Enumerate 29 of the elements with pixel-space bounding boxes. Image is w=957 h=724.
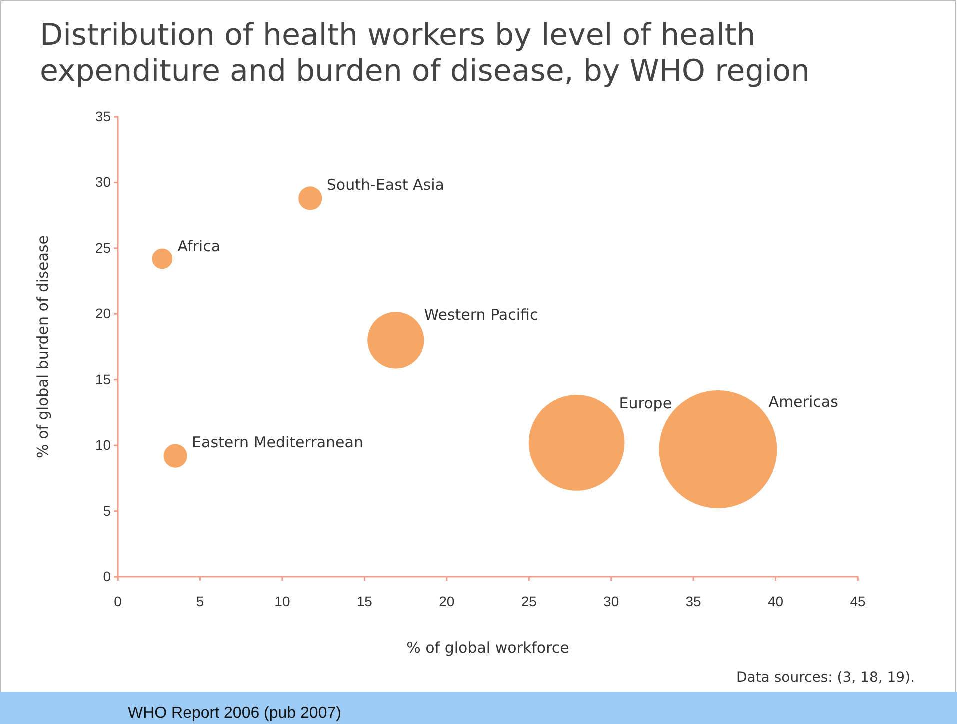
y-tick-label: 5 — [103, 502, 112, 519]
x-tick-label: 20 — [439, 593, 455, 610]
x-tick-label: 0 — [114, 593, 122, 610]
series-label: Eastern Mediterranean — [192, 434, 364, 452]
series-label: Africa — [178, 238, 221, 256]
x-tick-label: 30 — [604, 593, 620, 610]
y-tick-label: 20 — [95, 306, 112, 322]
series-label: Europe — [619, 394, 672, 412]
y-tick-label: 35 — [95, 108, 112, 124]
y-tick-label: 10 — [95, 437, 112, 454]
x-tick-label: 25 — [521, 593, 538, 610]
series-label: South-East Asia — [326, 176, 444, 194]
series-label: Americas — [768, 393, 839, 412]
series-label: Western Pacific — [424, 306, 538, 324]
y-tick-label: 30 — [95, 174, 112, 190]
x-tick-label: 10 — [274, 593, 290, 610]
y-tick-label: 0 — [103, 568, 112, 584]
x-tick-label: 40 — [768, 593, 784, 610]
x-axis-title: % of global workforce — [406, 639, 570, 657]
chart-title: Distribution of health workers by level of health expenditure and burden of disease, by WHO region — [40, 18, 810, 89]
x-tick-label: 45 — [850, 593, 866, 610]
text: Data sources: (3, 18, 19). — [736, 670, 915, 686]
x-tick-label: 35 — [686, 593, 702, 610]
x-tick-label: 15 — [356, 593, 373, 610]
y-axis-title: % of global burden of disease — [34, 236, 52, 458]
text: WHO Report 2006 (pub 2007) — [128, 705, 342, 722]
y-tick-label: 15 — [95, 371, 112, 388]
x-tick-label: 5 — [196, 593, 204, 610]
y-tick-label: 25 — [95, 240, 112, 256]
